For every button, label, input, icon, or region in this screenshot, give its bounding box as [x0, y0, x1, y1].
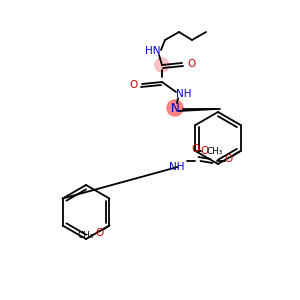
Text: HN: HN — [145, 46, 161, 56]
Text: CH₃: CH₃ — [206, 148, 223, 157]
Text: CH₃: CH₃ — [77, 231, 94, 240]
Text: NH: NH — [176, 89, 192, 99]
Text: N: N — [171, 101, 179, 115]
Text: O: O — [95, 227, 104, 238]
Text: NH: NH — [169, 162, 184, 172]
Text: O: O — [200, 146, 208, 156]
Text: O: O — [191, 144, 200, 154]
Circle shape — [155, 58, 169, 72]
Text: O: O — [224, 154, 232, 164]
Text: O: O — [129, 80, 137, 90]
Circle shape — [167, 100, 183, 116]
Text: O: O — [187, 59, 195, 69]
